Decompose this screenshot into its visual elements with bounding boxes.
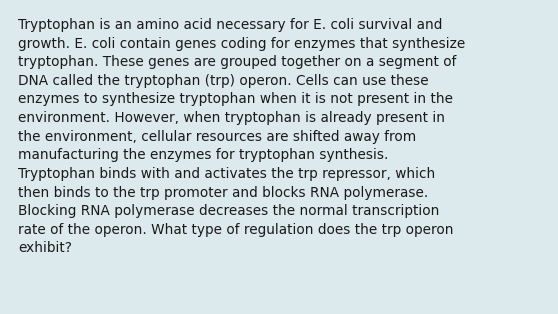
Text: Tryptophan is an amino acid necessary for E. coli survival and
growth. E. coli c: Tryptophan is an amino acid necessary fo… bbox=[18, 18, 465, 256]
